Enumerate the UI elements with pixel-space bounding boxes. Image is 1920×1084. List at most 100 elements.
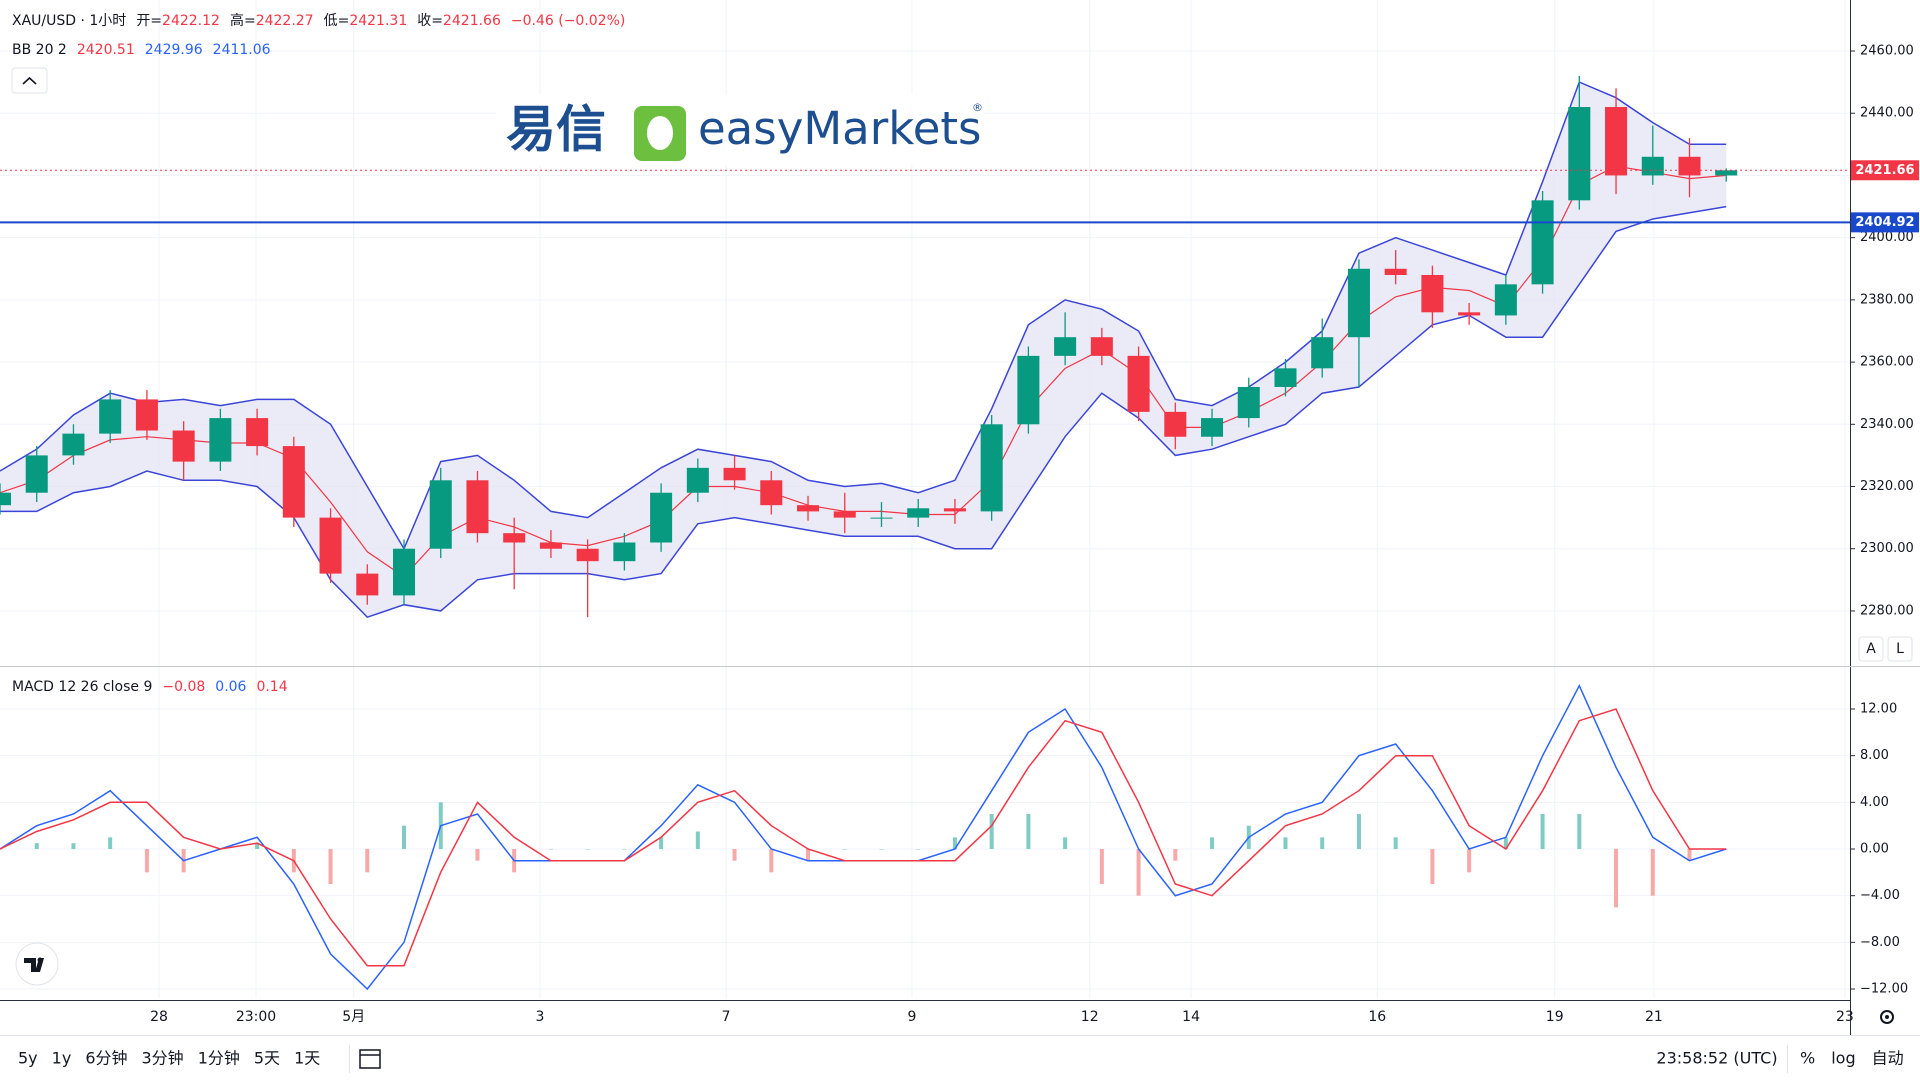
candle-body bbox=[576, 548, 599, 562]
macd-value: 0.06 bbox=[215, 679, 246, 695]
macd-value: −0.08 bbox=[162, 679, 205, 695]
plot bbox=[0, 75, 1850, 991]
candle-body bbox=[1421, 274, 1444, 313]
date-range-button[interactable] bbox=[359, 1049, 381, 1069]
macd-legend: MACD 12 26 close 9 −0.08 0.06 0.14 bbox=[12, 679, 288, 695]
candle-body bbox=[319, 517, 342, 574]
logo-cn: 易信 bbox=[506, 101, 606, 159]
range-button[interactable]: 1y bbox=[52, 1049, 72, 1068]
histogram-bar bbox=[1173, 849, 1178, 861]
histogram-bar bbox=[34, 843, 39, 850]
y-tick-label: 0.00 bbox=[1860, 842, 1889, 857]
symbol: XAU/USD · 1小时 bbox=[12, 13, 126, 29]
candle-body bbox=[1164, 411, 1187, 437]
tv-logo[interactable] bbox=[15, 942, 59, 986]
histogram-bar bbox=[879, 849, 884, 850]
calendar-icon bbox=[359, 1049, 381, 1069]
histogram-bar bbox=[1136, 849, 1141, 896]
candle-body bbox=[907, 508, 930, 518]
y-tick-label: 2360.00 bbox=[1860, 355, 1914, 370]
collapse-icon bbox=[22, 76, 37, 85]
range-button[interactable]: 5天 bbox=[254, 1049, 280, 1068]
range-button[interactable]: 3分钟 bbox=[142, 1049, 184, 1068]
bb-value: 2420.51 bbox=[77, 42, 135, 58]
legend-header: XAU/USD · 1小时 开=2422.12 高=2422.27 低=2421.31… bbox=[12, 12, 625, 29]
candle-body bbox=[99, 399, 122, 434]
scale-buttons: A L bbox=[1858, 636, 1913, 662]
scale-option[interactable]: 自动 bbox=[1872, 1049, 1904, 1068]
collapse-button[interactable] bbox=[11, 67, 48, 94]
candle-body bbox=[1201, 418, 1224, 437]
y-tick-label: 2340.00 bbox=[1860, 417, 1914, 432]
log-button[interactable] bbox=[1887, 636, 1913, 662]
range-button[interactable]: 6分钟 bbox=[85, 1049, 127, 1068]
candle-body bbox=[1347, 268, 1370, 338]
x-tick-label: 28 bbox=[150, 1009, 168, 1025]
ohlc-value: 2422.12 bbox=[162, 13, 220, 29]
histogram-bar bbox=[108, 837, 113, 850]
bb-legend: BB 20 2 2420.51 2429.96 2411.06 bbox=[12, 42, 271, 58]
histogram-bar bbox=[659, 837, 664, 850]
macd-line bbox=[0, 708, 1727, 967]
candle-body bbox=[25, 455, 48, 493]
range-button[interactable]: 5y bbox=[18, 1049, 38, 1068]
range-button[interactable]: 1天 bbox=[294, 1049, 320, 1068]
scale-option[interactable]: % bbox=[1800, 1049, 1815, 1068]
candle-body bbox=[466, 480, 489, 534]
candle-body bbox=[392, 548, 416, 596]
auto-button[interactable] bbox=[1858, 636, 1884, 662]
logo-mark: ® bbox=[972, 101, 983, 114]
histogram-bar bbox=[1614, 849, 1619, 908]
y-tick-label: 2300.00 bbox=[1860, 541, 1914, 556]
candle-body bbox=[980, 424, 1003, 512]
clock: 23:58:52 (UTC) bbox=[1656, 1049, 1777, 1068]
band-line bbox=[0, 81, 1727, 551]
x-tick-label: 14 bbox=[1182, 1009, 1200, 1025]
candle-body bbox=[1458, 312, 1481, 316]
candle-body bbox=[209, 418, 232, 462]
histogram-bar bbox=[365, 849, 370, 873]
ohlc-value: 2421.66 bbox=[443, 13, 501, 29]
settings-button[interactable] bbox=[1880, 1010, 1894, 1024]
candle-body bbox=[1641, 156, 1664, 176]
candle-body bbox=[1494, 284, 1517, 316]
scale-option[interactable]: log bbox=[1831, 1049, 1855, 1068]
y-tick-label: 2280.00 bbox=[1860, 603, 1914, 618]
histogram-bar bbox=[952, 837, 957, 850]
ohlc-value: 2421.31 bbox=[349, 13, 407, 29]
x-tick-label: 9 bbox=[908, 1009, 917, 1025]
y-tick-label: 2320.00 bbox=[1860, 479, 1914, 494]
candle-body bbox=[686, 467, 709, 493]
histogram-bar bbox=[622, 849, 627, 850]
x-tick-label: 23:00 bbox=[236, 1009, 276, 1025]
y-tick-label: 2440.00 bbox=[1860, 106, 1914, 121]
candle-body bbox=[503, 533, 526, 543]
histogram-bar bbox=[255, 843, 260, 850]
toolbar: 5y 1y 6分钟 3分钟 1分钟 5天 1天% log 自动 bbox=[18, 1049, 1904, 1068]
x-tick-label: 23 bbox=[1836, 1009, 1854, 1025]
y-tick-label: 8.00 bbox=[1860, 748, 1889, 763]
candle-body bbox=[0, 492, 12, 506]
x-tick-label: 19 bbox=[1546, 1009, 1564, 1025]
candle-body bbox=[1311, 337, 1334, 369]
histogram-bar bbox=[806, 849, 811, 861]
bb-value: 2429.96 bbox=[145, 42, 203, 58]
x-tick-label: 21 bbox=[1645, 1009, 1663, 1025]
histogram-bar bbox=[1283, 837, 1288, 850]
histogram-bar bbox=[1026, 814, 1031, 850]
candle-body bbox=[135, 399, 158, 431]
candle-body bbox=[356, 573, 379, 596]
candle-body bbox=[539, 542, 562, 549]
histogram-bar bbox=[1650, 849, 1655, 896]
histogram-bar bbox=[475, 849, 480, 861]
histogram-bar bbox=[989, 814, 994, 850]
candle-body bbox=[172, 430, 195, 462]
histogram-bar bbox=[548, 849, 553, 850]
candle-body bbox=[1127, 355, 1150, 412]
y-tick-label: 2400.00 bbox=[1860, 230, 1914, 245]
histogram-bar bbox=[842, 849, 847, 850]
histogram-bar bbox=[1063, 837, 1068, 850]
range-button[interactable]: 1分钟 bbox=[198, 1049, 240, 1068]
candle-body bbox=[429, 480, 452, 549]
